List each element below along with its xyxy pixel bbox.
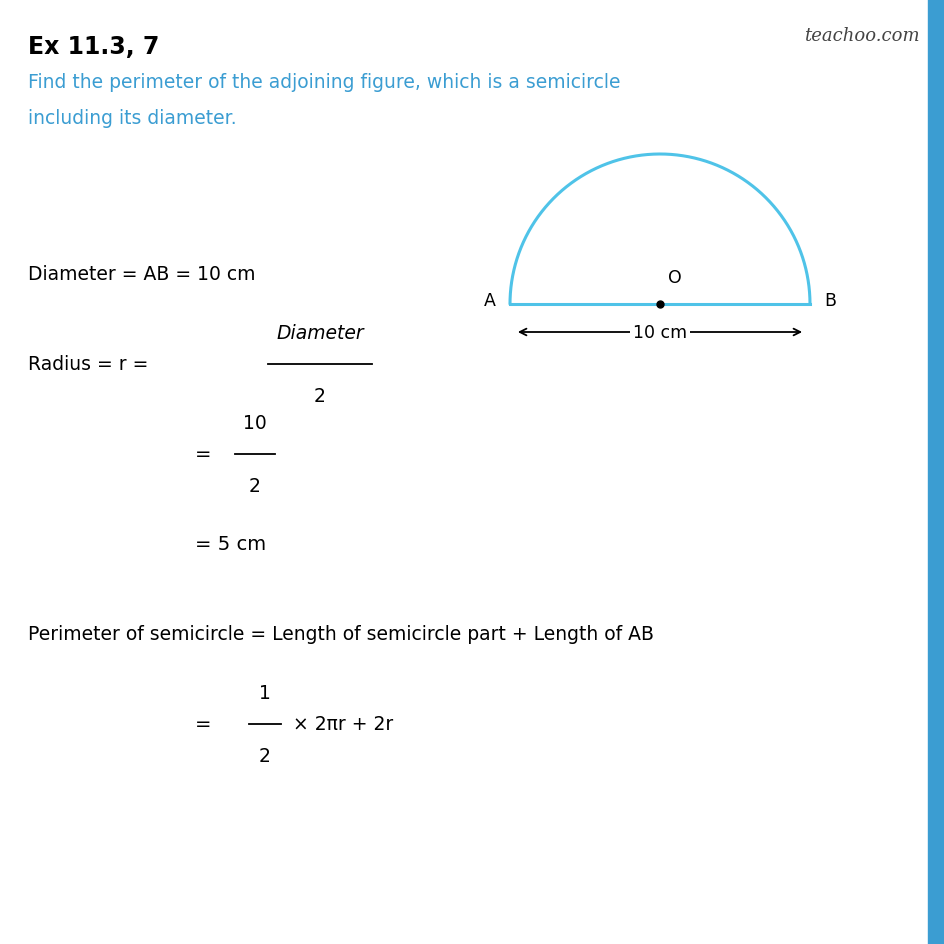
- Text: Diameter = AB = 10 cm: Diameter = AB = 10 cm: [28, 264, 255, 284]
- Text: 10 cm: 10 cm: [632, 324, 686, 342]
- Text: including its diameter.: including its diameter.: [28, 109, 236, 127]
- Text: 2: 2: [313, 387, 326, 406]
- Text: teachoo.com: teachoo.com: [803, 27, 919, 45]
- Text: Radius = r =: Radius = r =: [28, 355, 154, 374]
- Text: × 2πr + 2r: × 2πr + 2r: [293, 715, 393, 733]
- Text: A: A: [483, 292, 496, 310]
- Text: 1: 1: [259, 683, 271, 702]
- Text: Ex 11.3, 7: Ex 11.3, 7: [28, 35, 160, 59]
- Text: Perimeter of semicircle = Length of semicircle part + Length of AB: Perimeter of semicircle = Length of semi…: [28, 624, 653, 643]
- Text: Diameter: Diameter: [276, 324, 363, 343]
- Text: =: =: [194, 445, 211, 464]
- Text: Find the perimeter of the adjoining figure, which is a semicircle: Find the perimeter of the adjoining figu…: [28, 73, 620, 92]
- Bar: [927, 0, 944, 944]
- Text: = 5 cm: = 5 cm: [194, 535, 266, 554]
- Text: 2: 2: [259, 746, 271, 766]
- Text: =: =: [194, 715, 211, 733]
- Text: 2: 2: [249, 477, 261, 496]
- Text: 10: 10: [243, 413, 266, 432]
- Text: B: B: [823, 292, 835, 310]
- Text: O: O: [667, 269, 681, 287]
